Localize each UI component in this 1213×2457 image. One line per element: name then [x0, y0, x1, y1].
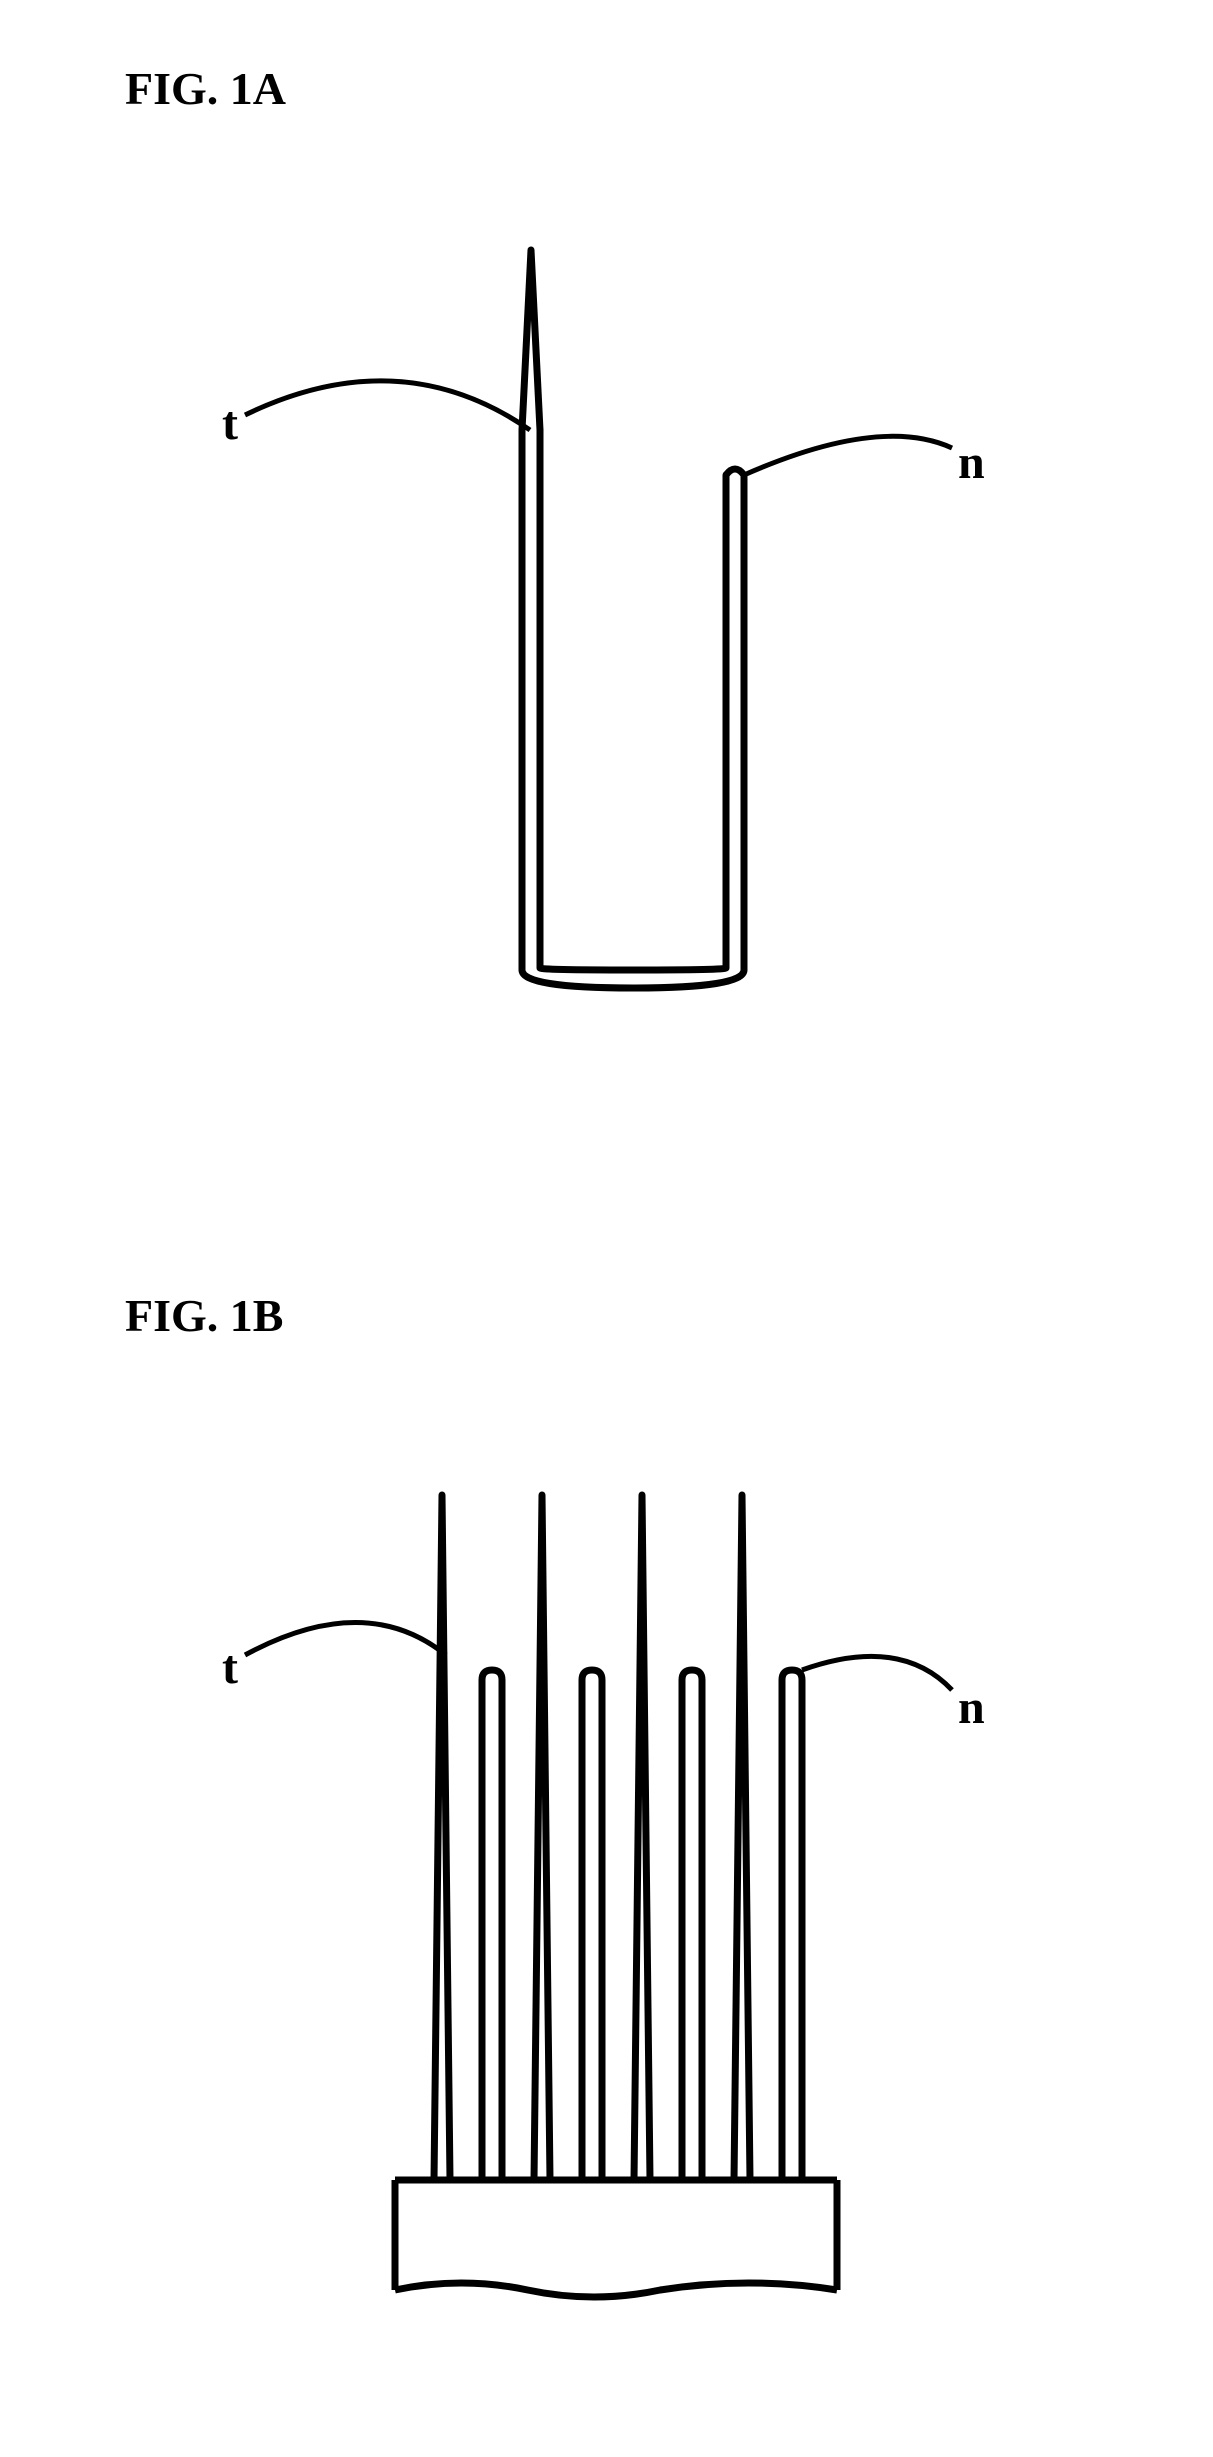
figure-1a-diagram [200, 200, 1020, 1050]
figure-1b-label: FIG. 1B [125, 1289, 283, 1342]
figure-1b-diagram [200, 1440, 1020, 2340]
figure-1a-label: FIG. 1A [125, 62, 286, 115]
